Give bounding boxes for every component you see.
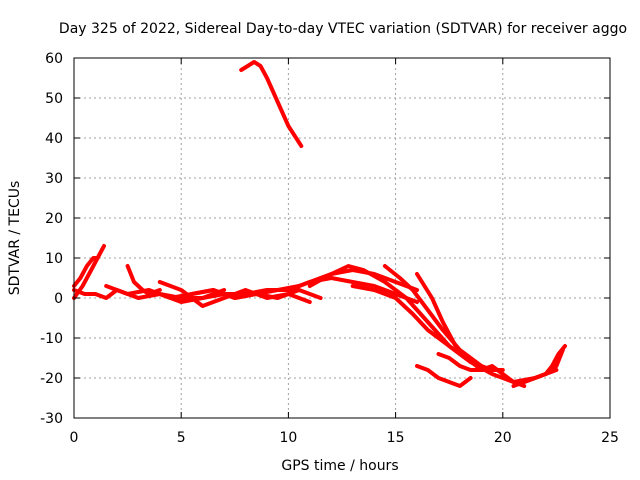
y-tick-label: 40 [45, 131, 63, 147]
plot-frame [73, 57, 611, 419]
x-axis-label: GPS time / hours [281, 458, 398, 474]
x-tick-label: 0 [70, 430, 79, 446]
series-arc-10 [239, 60, 304, 148]
x-tick-label: 25 [601, 430, 619, 446]
series-arc-14 [350, 284, 559, 384]
series-arc-15 [382, 264, 484, 368]
x-tick-label: 20 [494, 430, 512, 446]
series-arc-17 [415, 364, 473, 388]
y-axis-label: SDTVAR / TECUs [7, 181, 23, 296]
series-arc-13 [329, 276, 419, 304]
y-tick-label: 60 [45, 51, 63, 67]
series-arc-11 [286, 268, 419, 292]
axis-ticks: 0 5 10 15 20 25 -30 -20 -10 0 10 20 30 40 50 60 [40, 51, 619, 446]
series-arc-9 [189, 288, 323, 300]
y-tick-label: 10 [45, 251, 63, 267]
chart-title: Day 325 of 2022, Sidereal Day-to-day VTE… [59, 21, 627, 37]
y-tick-label: 30 [45, 171, 63, 187]
x-tick-label: 5 [177, 430, 186, 446]
series-arc-2 [72, 244, 106, 300]
series-arc-3 [72, 288, 119, 300]
y-tick-label: 0 [54, 291, 63, 307]
series-arc-20 [522, 344, 567, 384]
grid-lines [74, 58, 610, 418]
y-tick-label: 50 [45, 91, 63, 107]
series-arc-18 [436, 352, 527, 388]
y-tick-label: -20 [40, 371, 63, 387]
x-tick-label: 15 [387, 430, 405, 446]
data-series [72, 60, 567, 388]
y-tick-label: -10 [40, 331, 63, 347]
x-tick-label: 10 [279, 430, 297, 446]
y-tick-label: -30 [40, 411, 63, 427]
series-arc-1 [72, 256, 100, 288]
y-tick-label: 20 [45, 211, 63, 227]
series-arc-5 [125, 264, 162, 296]
